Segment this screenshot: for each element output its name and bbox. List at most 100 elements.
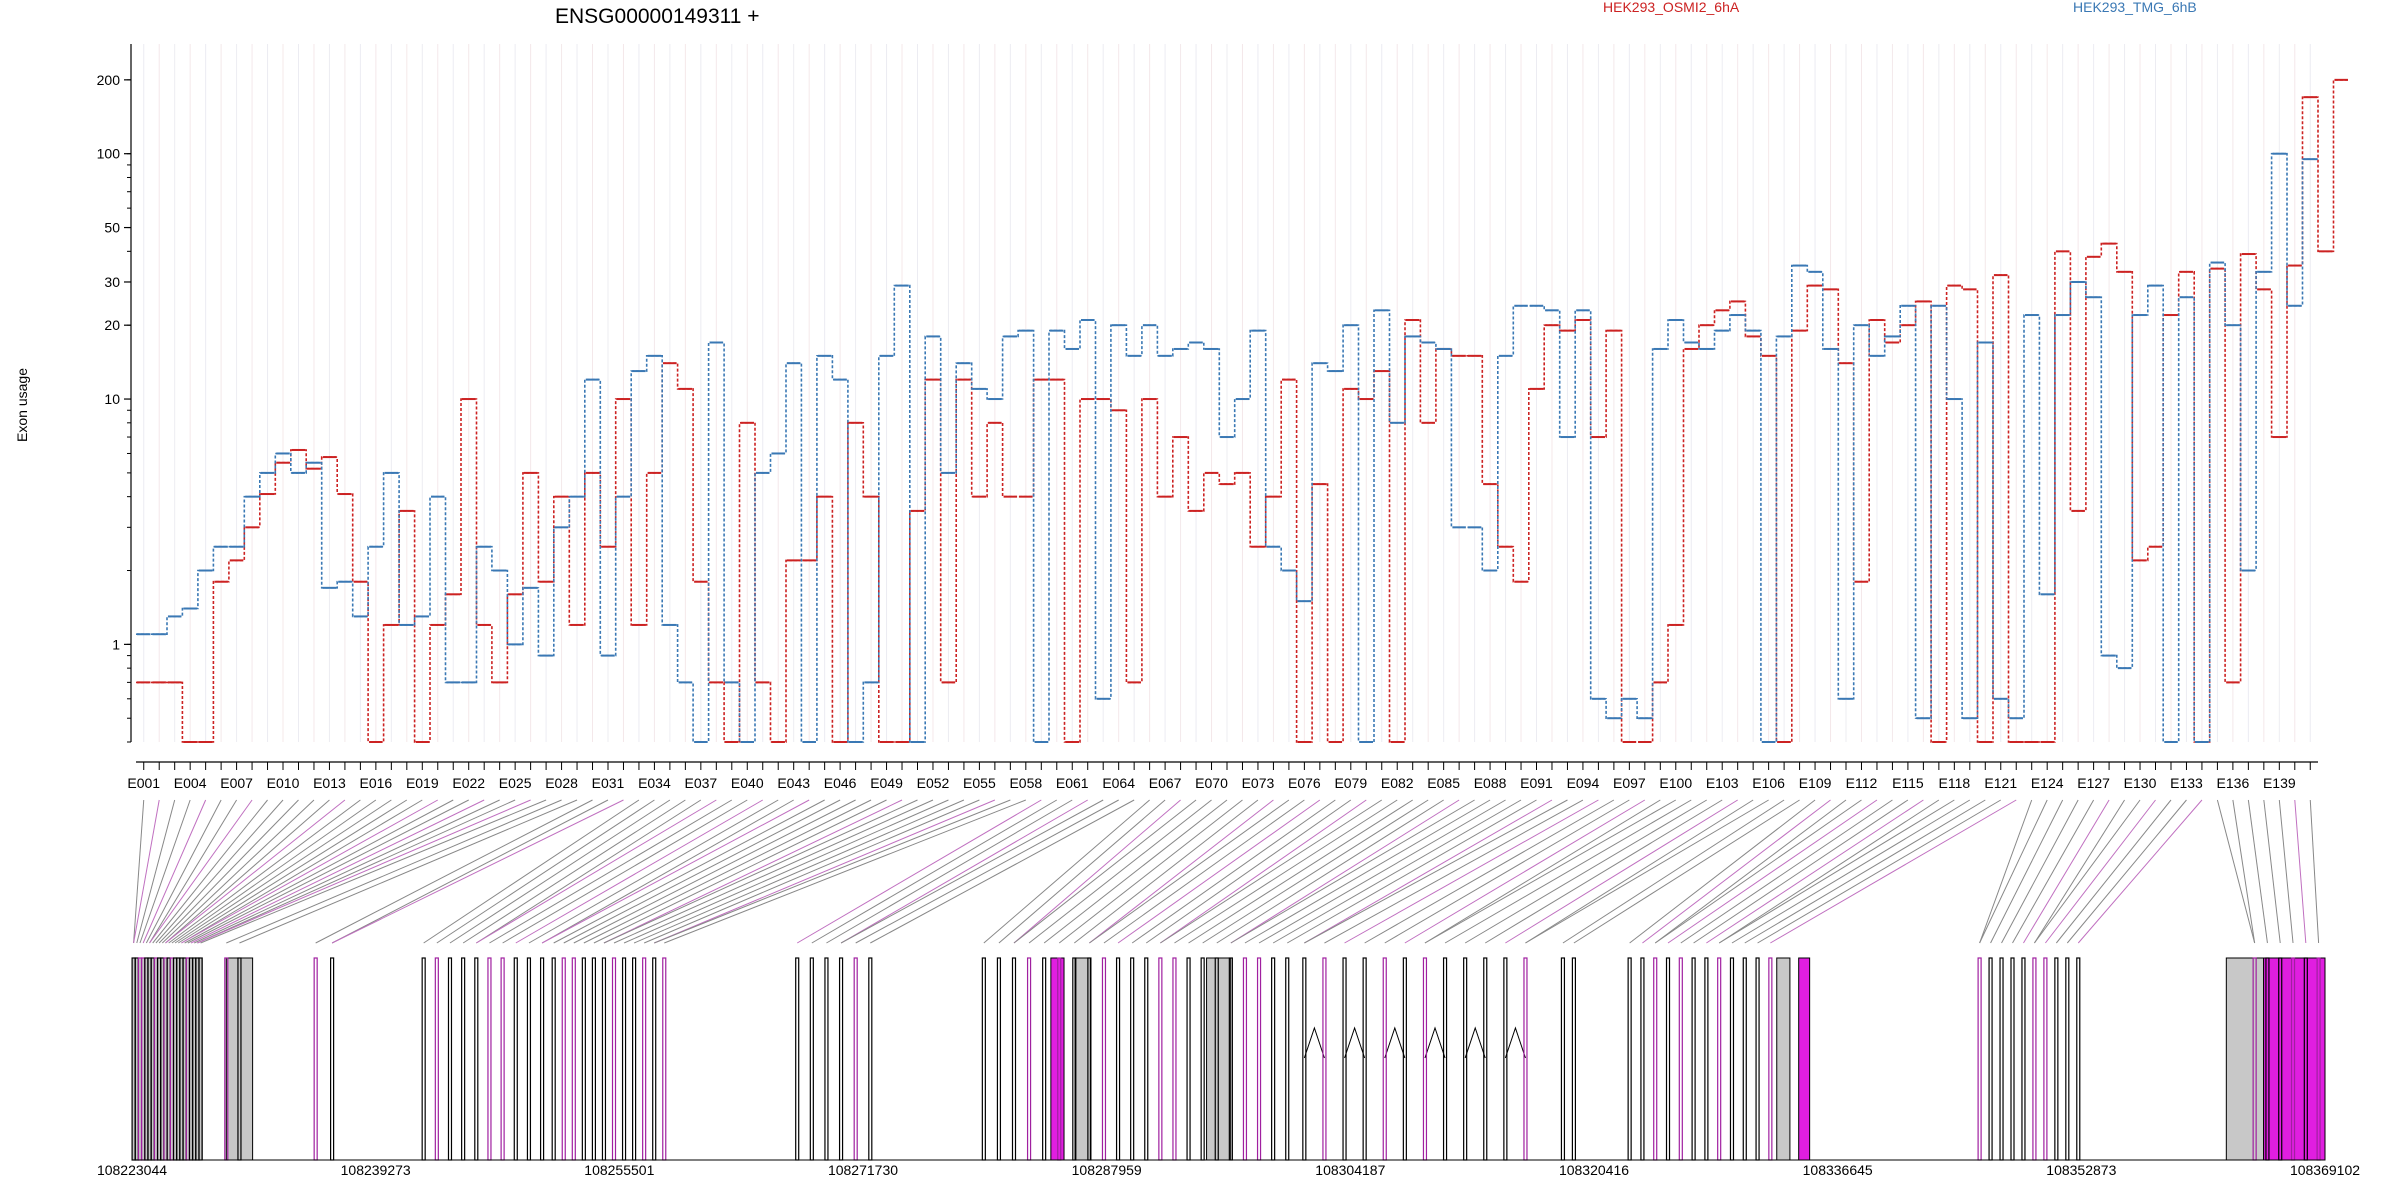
exon-block xyxy=(2225,957,2265,1161)
exon-block xyxy=(1402,957,1407,1161)
x-tick-label: E115 xyxy=(1892,775,1924,791)
connector-line xyxy=(139,799,191,944)
connector-line xyxy=(1160,799,1367,944)
genomic-tick-label: 108320416 xyxy=(1559,1162,1629,1178)
x-tick-label: E130 xyxy=(2124,775,2157,791)
connector-line xyxy=(840,799,1104,944)
connector-line xyxy=(1244,799,1491,944)
x-tick-label: E004 xyxy=(174,775,207,791)
x-tick-label: E028 xyxy=(545,775,578,791)
exon-block xyxy=(795,957,800,1161)
connector-line xyxy=(2247,799,2268,944)
connector-line xyxy=(1058,799,1243,944)
connector-line xyxy=(1629,799,1816,944)
exon-block xyxy=(581,957,586,1161)
connector-line xyxy=(489,799,733,944)
connector-line xyxy=(563,799,841,944)
connector-line xyxy=(2263,799,2281,944)
connector-line xyxy=(2066,799,2187,944)
y-tick-label: 20 xyxy=(104,317,120,333)
connector-line xyxy=(136,799,176,944)
gene-model-track xyxy=(131,957,2326,1161)
exon-block xyxy=(2032,957,2037,1161)
x-tick-label: E109 xyxy=(1799,775,1832,791)
exon-block xyxy=(1302,957,1307,1161)
exon-block xyxy=(1768,957,1773,1161)
exon-block xyxy=(853,957,858,1161)
connector-line xyxy=(796,799,1042,944)
exon-block xyxy=(1483,957,1488,1161)
connector-line xyxy=(449,799,671,944)
connector-line xyxy=(1444,799,1692,944)
x-tick-label: E040 xyxy=(731,775,764,791)
connector-line xyxy=(1103,799,1305,944)
connector-line xyxy=(1272,799,1522,944)
connector-line xyxy=(1757,799,2002,944)
exon-block xyxy=(652,957,657,1161)
intron-line xyxy=(1344,1026,1366,1059)
connector-line xyxy=(315,799,593,944)
exon-block xyxy=(1042,957,1047,1161)
connector-line xyxy=(177,799,408,944)
x-tick-label: E064 xyxy=(1102,775,1135,791)
chart-title: ENSG00000149311 + xyxy=(555,5,760,28)
x-tick-label: E079 xyxy=(1334,775,1367,791)
connector-line xyxy=(603,799,918,944)
x-tick-label: E013 xyxy=(313,775,346,791)
exon-block xyxy=(1130,957,1135,1161)
x-tick-label: E118 xyxy=(1938,775,1970,791)
connector-line xyxy=(1286,799,1537,944)
connector-line xyxy=(826,799,1073,944)
x-tick-label: E070 xyxy=(1195,775,1228,791)
connector-line xyxy=(1089,799,1290,944)
exon-block xyxy=(662,957,667,1161)
exon-block xyxy=(1362,957,1367,1161)
connector-line xyxy=(1028,799,1212,944)
connector-line xyxy=(197,799,516,944)
exon-block xyxy=(1242,957,1248,1161)
exon-block xyxy=(1144,957,1149,1161)
exon-block xyxy=(838,957,844,1161)
exon-block xyxy=(1072,957,1077,1161)
connector-line xyxy=(462,799,686,944)
exon-block xyxy=(1115,957,1121,1161)
exon-block xyxy=(313,957,318,1161)
connector-line xyxy=(2034,799,2141,944)
exon-block xyxy=(642,957,647,1161)
connector-line xyxy=(1304,799,1568,944)
exon-block xyxy=(434,957,439,1161)
exon-block xyxy=(1798,957,1811,1161)
exon-block xyxy=(1271,957,1276,1161)
exon-block xyxy=(1571,957,1576,1161)
connector-line xyxy=(2034,799,2125,944)
exon-block xyxy=(1640,957,1645,1161)
connector-line xyxy=(541,799,810,944)
connector-line xyxy=(161,799,315,944)
exon-block xyxy=(809,957,814,1161)
x-tick-label: E067 xyxy=(1149,775,1182,791)
x-tick-label: E046 xyxy=(824,775,857,791)
x-tick-label: E097 xyxy=(1613,775,1646,791)
x-tick-label: E061 xyxy=(1056,775,1089,791)
connector-line xyxy=(476,799,702,944)
connector-line xyxy=(2012,799,2095,944)
x-tick-label: E106 xyxy=(1752,775,1785,791)
genomic-tick-label: 108271730 xyxy=(828,1162,898,1178)
connector-line xyxy=(181,799,439,944)
y-axis: 1 10 20 30 50 100 200 xyxy=(97,44,132,743)
connector-line xyxy=(1654,799,1862,944)
legend-series-2: HEK293_TMG_6hB xyxy=(2073,0,2197,15)
connector-line xyxy=(1642,799,1831,944)
connector-line xyxy=(200,799,547,944)
x-tick-label: E139 xyxy=(2263,775,2296,791)
x-tick-label: E058 xyxy=(1009,775,1042,791)
connector-line xyxy=(1131,799,1336,944)
connector-line xyxy=(152,799,268,944)
exon-connector-lines xyxy=(133,799,2320,944)
connector-line xyxy=(1562,799,1785,944)
exon-block xyxy=(571,957,576,1161)
exon-block xyxy=(1999,957,2004,1161)
connector-line xyxy=(1160,799,1383,944)
connector-line xyxy=(553,799,825,944)
exon-block xyxy=(1200,957,1205,1161)
